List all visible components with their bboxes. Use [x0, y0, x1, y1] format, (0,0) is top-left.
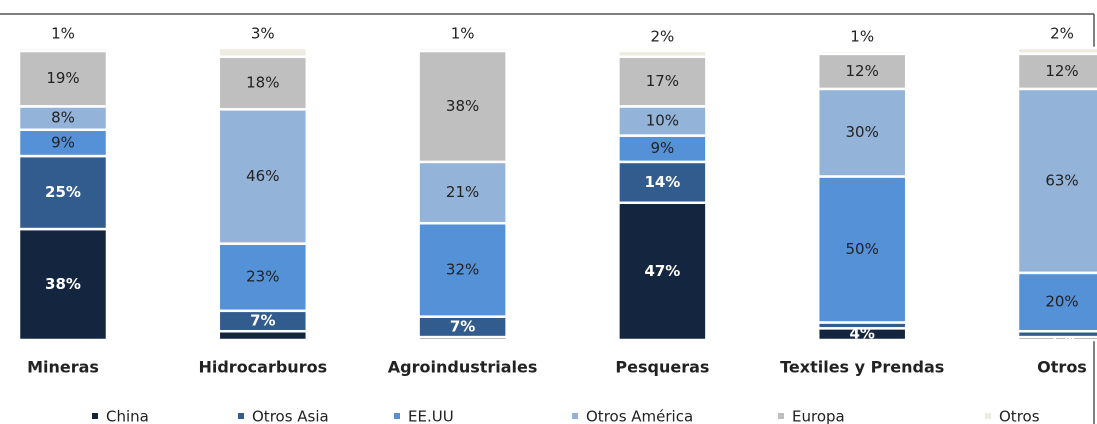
bar-segment — [816, 87, 908, 178]
data-label: 17% — [646, 72, 679, 90]
bar-segment — [617, 160, 708, 205]
bar-segment — [217, 242, 309, 313]
data-label: 12% — [846, 62, 879, 80]
data-label: 8% — [51, 109, 75, 127]
legend-marker — [778, 413, 784, 419]
data-label: 1% — [51, 25, 75, 43]
bar-segment — [1016, 46, 1097, 56]
bar-segment — [17, 154, 109, 231]
bar-segment — [417, 160, 508, 225]
data-label: 18% — [246, 74, 279, 92]
legend-label: Otros América — [586, 408, 693, 424]
data-label: 7% — [250, 312, 275, 330]
data-label: 47% — [644, 262, 680, 280]
legend-marker — [572, 413, 578, 419]
legend-label: EE.UU — [408, 408, 454, 424]
legend-label: Otros Asia — [252, 408, 329, 424]
bar-segment — [417, 49, 508, 164]
bar-segment — [816, 175, 908, 324]
x-tick-label: Hidrocarburos — [198, 358, 327, 377]
data-label: 23% — [246, 268, 279, 286]
data-label: 46% — [246, 167, 279, 185]
bar-segment — [816, 49, 908, 56]
data-label: 2% — [651, 27, 675, 45]
bar-segment — [617, 201, 708, 342]
data-label: 50% — [846, 240, 879, 258]
data-label: 20% — [1045, 293, 1078, 311]
bar-segment — [417, 46, 508, 53]
data-label: 7% — [450, 317, 475, 335]
bar-segment — [217, 329, 309, 342]
data-label: 2% — [1050, 25, 1074, 43]
data-label: 3% — [251, 25, 275, 43]
bar-segment — [1016, 87, 1097, 275]
x-tick-label: Pesqueras — [615, 358, 709, 377]
data-label: 63% — [1045, 171, 1078, 189]
bar-segment — [617, 55, 708, 108]
data-label: 9% — [651, 139, 675, 157]
x-tick-label: Agroindustriales — [388, 358, 538, 377]
x-tick-label: Textiles y Prendas — [780, 358, 944, 377]
data-label: 1% — [850, 27, 874, 45]
x-tick-label: Mineras — [27, 358, 99, 377]
bar-segment — [17, 46, 109, 53]
bar-segment — [217, 46, 309, 59]
data-label: 12% — [1045, 62, 1078, 80]
x-tick-label: Otros — [1037, 358, 1087, 377]
data-label: 38% — [446, 97, 479, 115]
legend-marker — [238, 413, 244, 419]
bar-segment — [417, 221, 508, 318]
legend-marker — [92, 413, 98, 419]
legend-label: Europa — [792, 408, 845, 424]
data-label: 1% — [451, 25, 475, 43]
data-label: 10% — [646, 112, 679, 130]
data-label: 25% — [45, 183, 81, 201]
data-label: 19% — [46, 69, 79, 87]
bar-segment — [617, 105, 708, 137]
data-label: 32% — [446, 260, 479, 278]
legend-label: China — [106, 408, 149, 424]
data-label: 9% — [51, 133, 75, 151]
data-label: 38% — [45, 275, 81, 293]
bar-segment — [617, 49, 708, 59]
data-label: 30% — [846, 123, 879, 141]
bar-segment — [617, 134, 708, 164]
bar-segment — [17, 227, 109, 342]
legend-marker — [394, 413, 400, 419]
legend-marker — [985, 413, 991, 419]
data-label: 14% — [644, 173, 680, 191]
data-label: 21% — [446, 183, 479, 201]
legend-label: Otros — [999, 408, 1040, 424]
